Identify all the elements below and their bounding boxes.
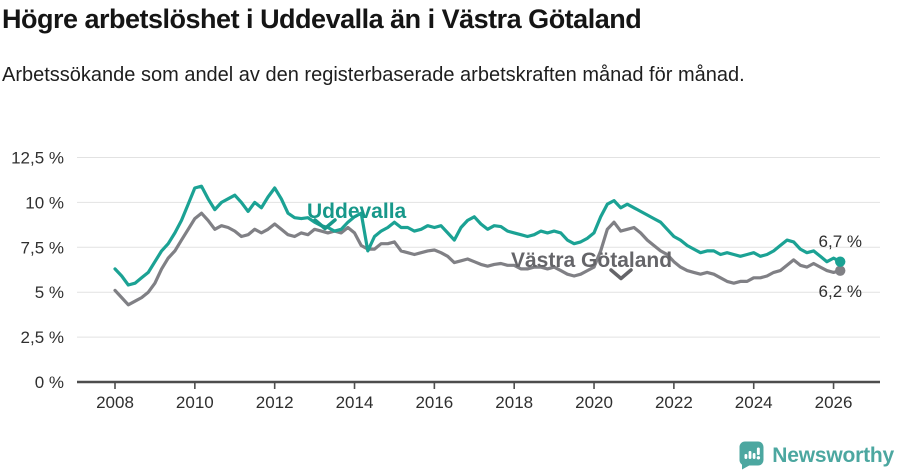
end-value-vastra-gotaland: 6,2 % (819, 282, 862, 301)
x-axis: 2008 2010 2012 2014 2016 2018 2020 2022 2024 2026 (77, 380, 880, 412)
x-tick-label: 2018 (495, 393, 533, 412)
x-tick-label: 2024 (735, 393, 773, 412)
y-tick-label: 2,5 % (21, 328, 64, 347)
page-subtitle: Arbetssökande som andel av den registerb… (2, 64, 745, 86)
page-title: Högre arbetslöshet i Uddevalla än i Väst… (2, 4, 642, 34)
x-tick-label: 2026 (815, 393, 853, 412)
x-tick-label: 2020 (575, 393, 613, 412)
series-end-dot-uddevalla (835, 256, 846, 267)
x-tick-label: 2012 (256, 393, 294, 412)
end-value-uddevalla: 6,7 % (819, 232, 862, 251)
gridlines: 0 % 2,5 % 5 % 7,5 % 10 % 12,5 % (11, 149, 880, 392)
series-lines (113, 184, 846, 307)
newsworthy-logo: Newsworthy (738, 441, 894, 470)
series-label-uddevalla: Uddevalla (307, 200, 407, 223)
vastra-gotaland-pointer-chevron-icon (609, 268, 633, 281)
newsworthy-logo-text: Newsworthy (772, 443, 894, 467)
y-tick-label: 12,5 % (11, 149, 64, 168)
x-tick-label: 2022 (655, 393, 693, 412)
x-tick-label: 2008 (96, 393, 134, 412)
y-tick-label: 0 % (35, 373, 64, 392)
y-tick-label: 10 % (25, 193, 64, 212)
x-tick-label: 2014 (336, 393, 374, 412)
y-tick-label: 5 % (35, 283, 64, 302)
series-end-dot-v-stra-g-taland (835, 265, 846, 276)
uddevalla-pointer-chevron-icon (313, 218, 337, 231)
series-label-vastra-gotaland: Västra Götaland (511, 249, 672, 272)
x-tick-label: 2016 (415, 393, 453, 412)
series-line-v-stra-g-taland (113, 211, 842, 307)
newsworthy-bubble-chart-icon (739, 441, 764, 470)
y-tick-label: 7,5 % (21, 238, 64, 257)
x-tick-label: 2010 (176, 393, 214, 412)
series-line-uddevalla (113, 184, 842, 287)
